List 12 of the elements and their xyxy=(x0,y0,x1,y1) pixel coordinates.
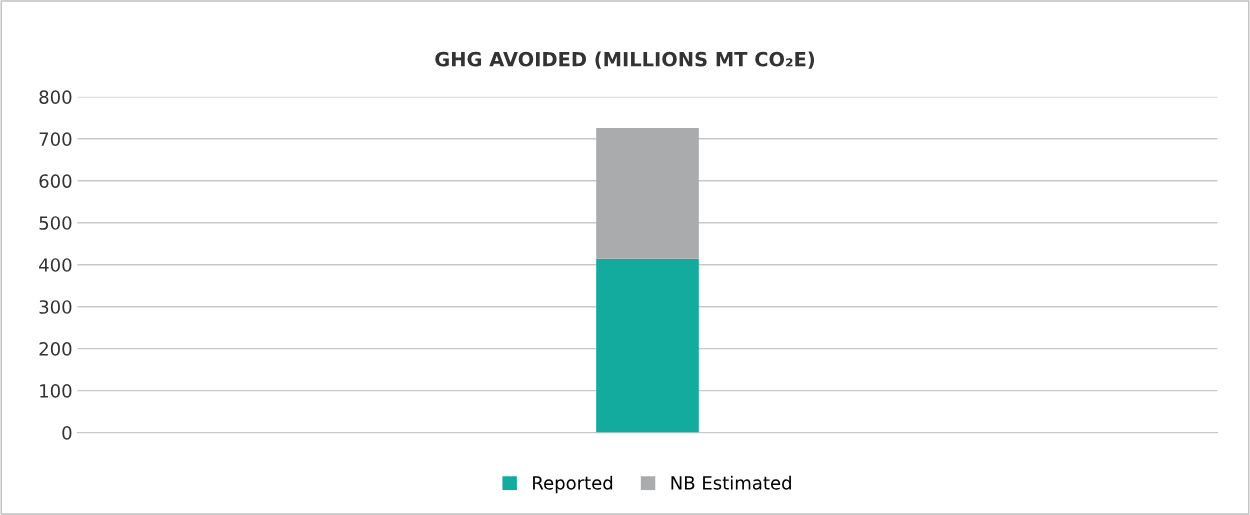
y-tick-label: 700 xyxy=(39,132,72,146)
y-tick-label: 500 xyxy=(39,216,72,230)
y-tick-label: 400 xyxy=(39,258,72,272)
legend-label: Reported xyxy=(533,475,613,494)
y-tick-label: 200 xyxy=(39,342,72,356)
chart-title: GHG AVOIDED (MILLIONS MT CO₂E) xyxy=(435,51,815,69)
y-tick-label: 0 xyxy=(62,426,72,440)
y-tick-label: 800 xyxy=(39,90,72,104)
y-tick-label: 100 xyxy=(40,384,72,398)
y-tick-label: 600 xyxy=(39,174,72,188)
legend-label: NB Estimated xyxy=(671,475,791,490)
y-tick-label: 300 xyxy=(39,300,72,314)
